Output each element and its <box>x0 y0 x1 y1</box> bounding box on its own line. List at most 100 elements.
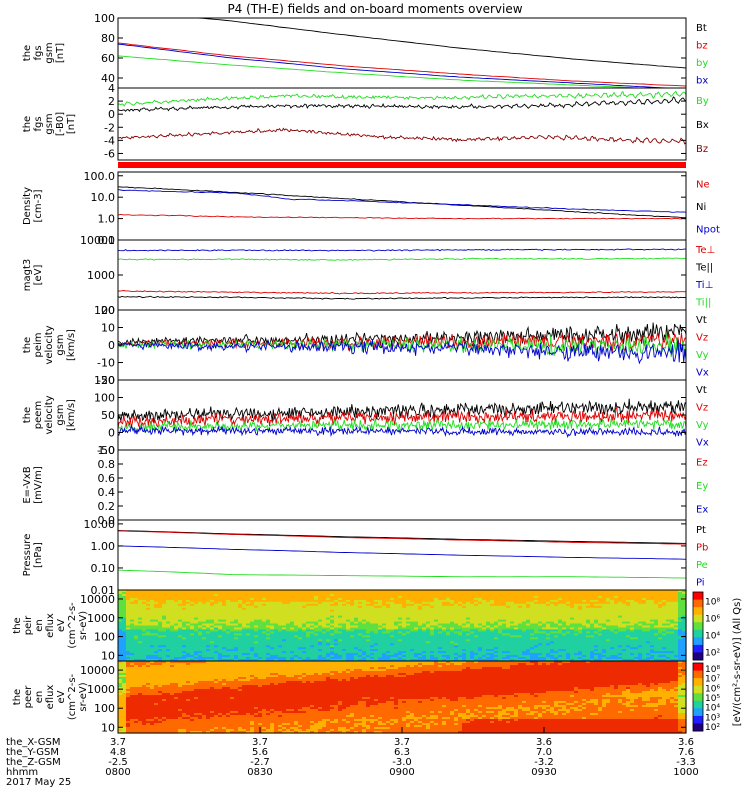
tick-label: 60 <box>101 52 115 65</box>
colorbar-tick: 10⁶ <box>705 684 720 694</box>
series-fgs-3 <box>117 43 686 89</box>
legend-density-1: Ni <box>696 202 706 213</box>
ylabel-line: [mV/m] <box>33 466 44 504</box>
colorbar-tick: 10² <box>705 723 720 733</box>
tick-label: 100 <box>94 12 115 25</box>
tick-label: -50 <box>97 444 115 457</box>
tick-label: 0.8 <box>98 458 116 471</box>
ylabel-line: Density <box>22 187 33 225</box>
xaxis-tick-value: -3.2 <box>534 757 554 768</box>
colorbar-tick: 10⁷ <box>705 675 720 685</box>
colorbar-peir: 10⁸ 10⁶ 10⁴ 10² <box>692 591 720 661</box>
tick-label: 1.0 <box>98 444 116 457</box>
colorbar-tick: 10⁴ <box>705 632 720 642</box>
legend-fgs-1: bz <box>696 40 708 51</box>
ylabel-line: gsm <box>44 113 55 134</box>
tick-label: -6 <box>104 147 115 160</box>
legend-fgs_dsl-2: Bz <box>696 144 708 155</box>
series-fgs_dsl-1 <box>117 96 687 113</box>
xaxis-row-label: the_Z-GSM <box>6 757 61 768</box>
ylabel-line: Pressure <box>22 534 33 577</box>
xaxis-tick-value: 6.3 <box>394 747 410 758</box>
panel-frame <box>117 449 687 521</box>
ylabel-line: gsm <box>55 404 66 425</box>
tick-label: 40 <box>101 72 115 85</box>
xaxis-tick-value: 3.6 <box>678 737 694 748</box>
tick-label: 0.0 <box>98 514 116 527</box>
legend-fgs-0: Bt <box>696 23 707 34</box>
tick-label: 0.01 <box>91 584 116 597</box>
series-peim_v-0 <box>117 322 687 347</box>
ylabel-line: peer <box>23 685 34 709</box>
legend-density-2: Npot <box>696 225 720 236</box>
colorbar-tick: 10⁸ <box>705 598 720 608</box>
tick-label: 0 <box>108 427 115 440</box>
tick-label: 1000 <box>87 612 115 625</box>
tick-label: 100 <box>94 392 115 405</box>
tick-label: 0.1 <box>98 234 116 247</box>
ylabel-line: fgs <box>33 45 44 60</box>
ylabel-line: peir <box>23 615 34 635</box>
xaxis-tick-value: 0930 <box>531 767 556 778</box>
colorbar-tick: 10³ <box>705 713 720 723</box>
panel-fgs_dsl: 420-2-4-6 the fgs gsm [-B0] [nT] By Bx Bz <box>22 82 709 161</box>
xaxis-tick-value: 0830 <box>247 767 272 778</box>
xaxis-tick-value: -2.7 <box>250 757 270 768</box>
ylabel-line: eV <box>56 690 67 703</box>
legend-pressure-3: Pi <box>696 577 705 588</box>
series-pressure-3 <box>117 545 687 560</box>
tick-label: -10 <box>97 357 115 370</box>
legend-fgs-3: bx <box>696 75 708 86</box>
panel-frame <box>117 87 687 161</box>
legend-pressure-1: Pb <box>696 542 708 553</box>
legend-fgs-2: by <box>696 58 708 69</box>
ylabel-line: the <box>12 617 23 633</box>
colorbar-tick: 10² <box>705 649 720 659</box>
ylabel-line: velocity <box>44 325 55 364</box>
tick-label: 1.00 <box>91 540 116 553</box>
ylabel-line: the <box>22 45 33 61</box>
heatmap-peir <box>118 590 687 662</box>
series-peim_v-3 <box>117 339 687 365</box>
series-density-2 <box>117 189 687 213</box>
tick-label: 0 <box>108 339 115 352</box>
panel-pressure: 10.00 1.00 0.10 0.01 Pressure [nPa] Pt Pb Pe Pi <box>22 518 708 597</box>
series-pressure-0 <box>117 530 687 544</box>
legend-pressure-0: Pt <box>696 525 706 536</box>
colorbar-label: [eV/(cm²-s-sr-eV)] (All Qs) <box>732 598 743 727</box>
legend-peem_v-3: Vx <box>696 437 709 448</box>
tick-label: 0 <box>108 108 115 121</box>
xaxis-tick-value: 4.8 <box>110 747 126 758</box>
tick-label: 10000 <box>80 664 115 677</box>
xaxis-tick-value: -3.0 <box>392 757 412 768</box>
series-peem_v-1 <box>117 407 687 429</box>
ylabel-line: [nT] <box>66 114 77 134</box>
ylabel-line: the <box>22 337 33 353</box>
series-pressure-2 <box>117 569 687 579</box>
series-density-0 <box>117 213 687 220</box>
tick-label: 1000 <box>87 269 115 282</box>
legend-pressure-2: Pe <box>696 560 708 571</box>
xaxis-row-label: 2017 May 25 <box>6 777 71 788</box>
tick-label: 10 <box>101 322 115 335</box>
ylabel-line: velocity <box>44 395 55 434</box>
series-fgs-2 <box>117 55 686 89</box>
xaxis-tick-value: 0800 <box>105 767 130 778</box>
tick-label: 1.0 <box>98 213 116 226</box>
tick-label: 100.0 <box>84 170 116 183</box>
xaxis-tick-value: 3.7 <box>110 737 126 748</box>
legend-peim_v-1: Vz <box>696 332 708 343</box>
panel-fgs: 100 80 60 40 the fgs gsm [nT] Bt bz by bx <box>22 12 708 89</box>
ylabel-line: magt3 <box>22 259 33 292</box>
series-fgs-0 <box>118 17 687 69</box>
legend-temp-1: Te|| <box>695 262 713 273</box>
series-pressure-1 <box>117 530 686 545</box>
xaxis-tick-value: 7.0 <box>536 747 552 758</box>
tick-label: 0.6 <box>98 472 116 485</box>
figure-title: P4 (TH-E) fields and on-board moments ov… <box>227 2 522 16</box>
tick-label: -2 <box>104 121 115 134</box>
legend-temp-0: Te⊥ <box>695 245 715 256</box>
xaxis-tick-value: -2.5 <box>108 757 128 768</box>
legend-temp-3: Ti|| <box>695 297 711 308</box>
